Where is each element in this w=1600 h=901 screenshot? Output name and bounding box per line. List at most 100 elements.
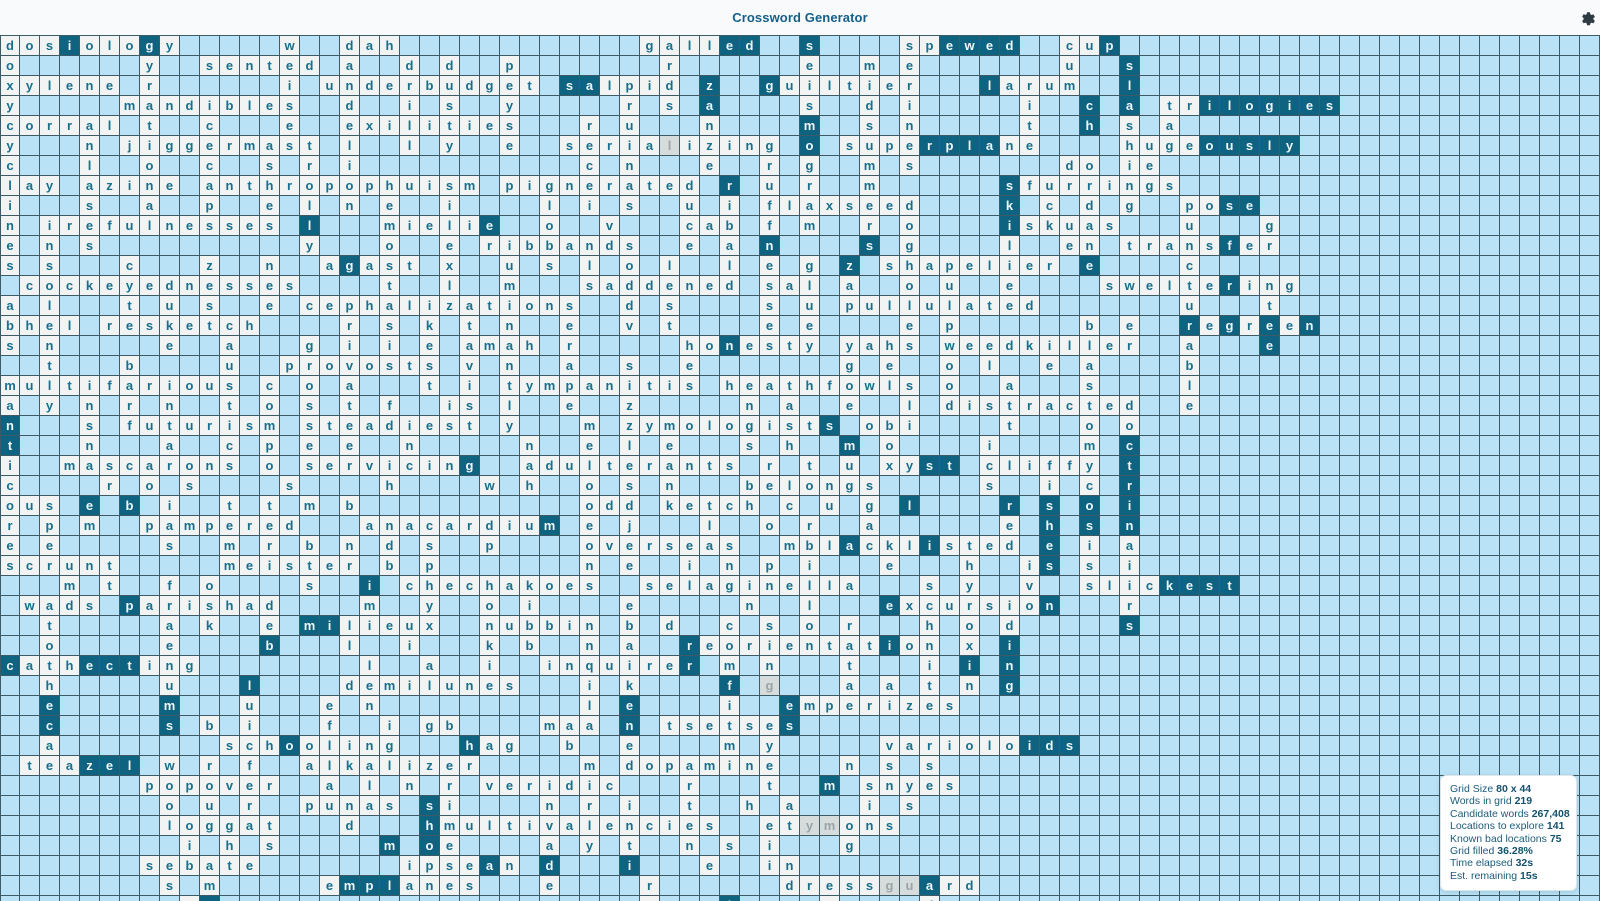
grid-cell [1220, 856, 1240, 876]
grid-cell [840, 556, 860, 576]
grid-cell: s [0, 336, 20, 356]
grid-cell [560, 516, 580, 536]
grid-cell: h [460, 736, 480, 756]
grid-cell: c [0, 116, 20, 136]
grid-cell: h [780, 436, 800, 456]
grid-cell: i [440, 196, 460, 216]
grid-cell [240, 616, 260, 636]
grid-cell: e [620, 456, 640, 476]
grid-cell [1580, 96, 1600, 116]
grid-cell: l [980, 76, 1000, 96]
grid-cell: o [140, 476, 160, 496]
grid-cell [840, 56, 860, 76]
grid-cell [740, 216, 760, 236]
grid-cell [580, 216, 600, 236]
grid-cell: i [720, 756, 740, 776]
grid-cell [460, 836, 480, 856]
grid-cell [380, 96, 400, 116]
grid-cell [560, 156, 580, 176]
grid-cell [460, 96, 480, 116]
grid-cell [220, 676, 240, 696]
grid-cell [680, 876, 700, 896]
grid-cell [1280, 636, 1300, 656]
grid-cell [460, 596, 480, 616]
grid-cell [1160, 776, 1180, 796]
grid-cell [1300, 196, 1320, 216]
grid-cell [1100, 736, 1120, 756]
grid-cell [1080, 816, 1100, 836]
grid-cell [80, 736, 100, 756]
grid-cell [500, 196, 520, 216]
grid-cell [1440, 296, 1460, 316]
gear-icon[interactable] [1578, 9, 1596, 27]
grid-cell: d [900, 196, 920, 216]
grid-cell: g [300, 336, 320, 356]
grid-cell [1580, 676, 1600, 696]
grid-cell: g [760, 676, 780, 696]
grid-cell: i [680, 136, 700, 156]
grid-cell [1200, 556, 1220, 576]
grid-cell [520, 736, 540, 756]
grid-cell: u [520, 516, 540, 536]
grid-cell [1240, 116, 1260, 136]
grid-cell: l [140, 216, 160, 236]
grid-cell: i [400, 676, 420, 696]
grid-cell [320, 56, 340, 76]
grid-cell [140, 496, 160, 516]
grid-cell [1140, 256, 1160, 276]
grid-cell: s [940, 696, 960, 716]
grid-cell [1460, 276, 1480, 296]
grid-cell: o [580, 536, 600, 556]
grid-cell [440, 496, 460, 516]
grid-cell: a [620, 176, 640, 196]
grid-cell [1180, 436, 1200, 456]
grid-cell: o [300, 176, 320, 196]
grid-cell: i [620, 136, 640, 156]
grid-cell: n [360, 696, 380, 716]
grid-cell: t [1080, 396, 1100, 416]
grid-cell [980, 676, 1000, 696]
grid-cell [1460, 556, 1480, 576]
grid-cell [1440, 316, 1460, 336]
grid-cell: o [800, 136, 820, 156]
grid-cell [880, 216, 900, 236]
grid-cell [500, 636, 520, 656]
grid-cell: s [240, 276, 260, 296]
grid-cell [1180, 36, 1200, 56]
grid-cell: e [480, 216, 500, 236]
grid-cell: o [940, 356, 960, 376]
grid-cell: d [360, 76, 380, 96]
grid-cell [1240, 596, 1260, 616]
grid-cell [0, 676, 20, 696]
grid-cell: a [380, 296, 400, 316]
grid-cell [180, 756, 200, 776]
grid-cell: s [380, 356, 400, 376]
grid-cell [1340, 496, 1360, 516]
grid-cell: a [460, 296, 480, 316]
grid-cell [600, 896, 620, 901]
grid-cell [1160, 656, 1180, 676]
grid-cell [120, 56, 140, 76]
grid-cell [300, 896, 320, 901]
grid-cell [160, 156, 180, 176]
grid-cell [960, 816, 980, 836]
grid-cell: s [620, 356, 640, 376]
grid-cell: e [1040, 536, 1060, 556]
grid-cell: a [840, 636, 860, 656]
grid-cell [1460, 296, 1480, 316]
grid-cell: n [740, 136, 760, 156]
grid-cell [1400, 616, 1420, 636]
grid-cell [1080, 696, 1100, 716]
grid-cell: u [780, 76, 800, 96]
grid-cell: t [820, 636, 840, 656]
grid-cell [1360, 296, 1380, 316]
grid-cell [360, 896, 380, 901]
grid-cell: p [500, 176, 520, 196]
grid-cell: t [120, 296, 140, 316]
grid-cell: s [940, 776, 960, 796]
grid-cell [460, 136, 480, 156]
grid-cell [880, 236, 900, 256]
grid-cell [1040, 716, 1060, 736]
